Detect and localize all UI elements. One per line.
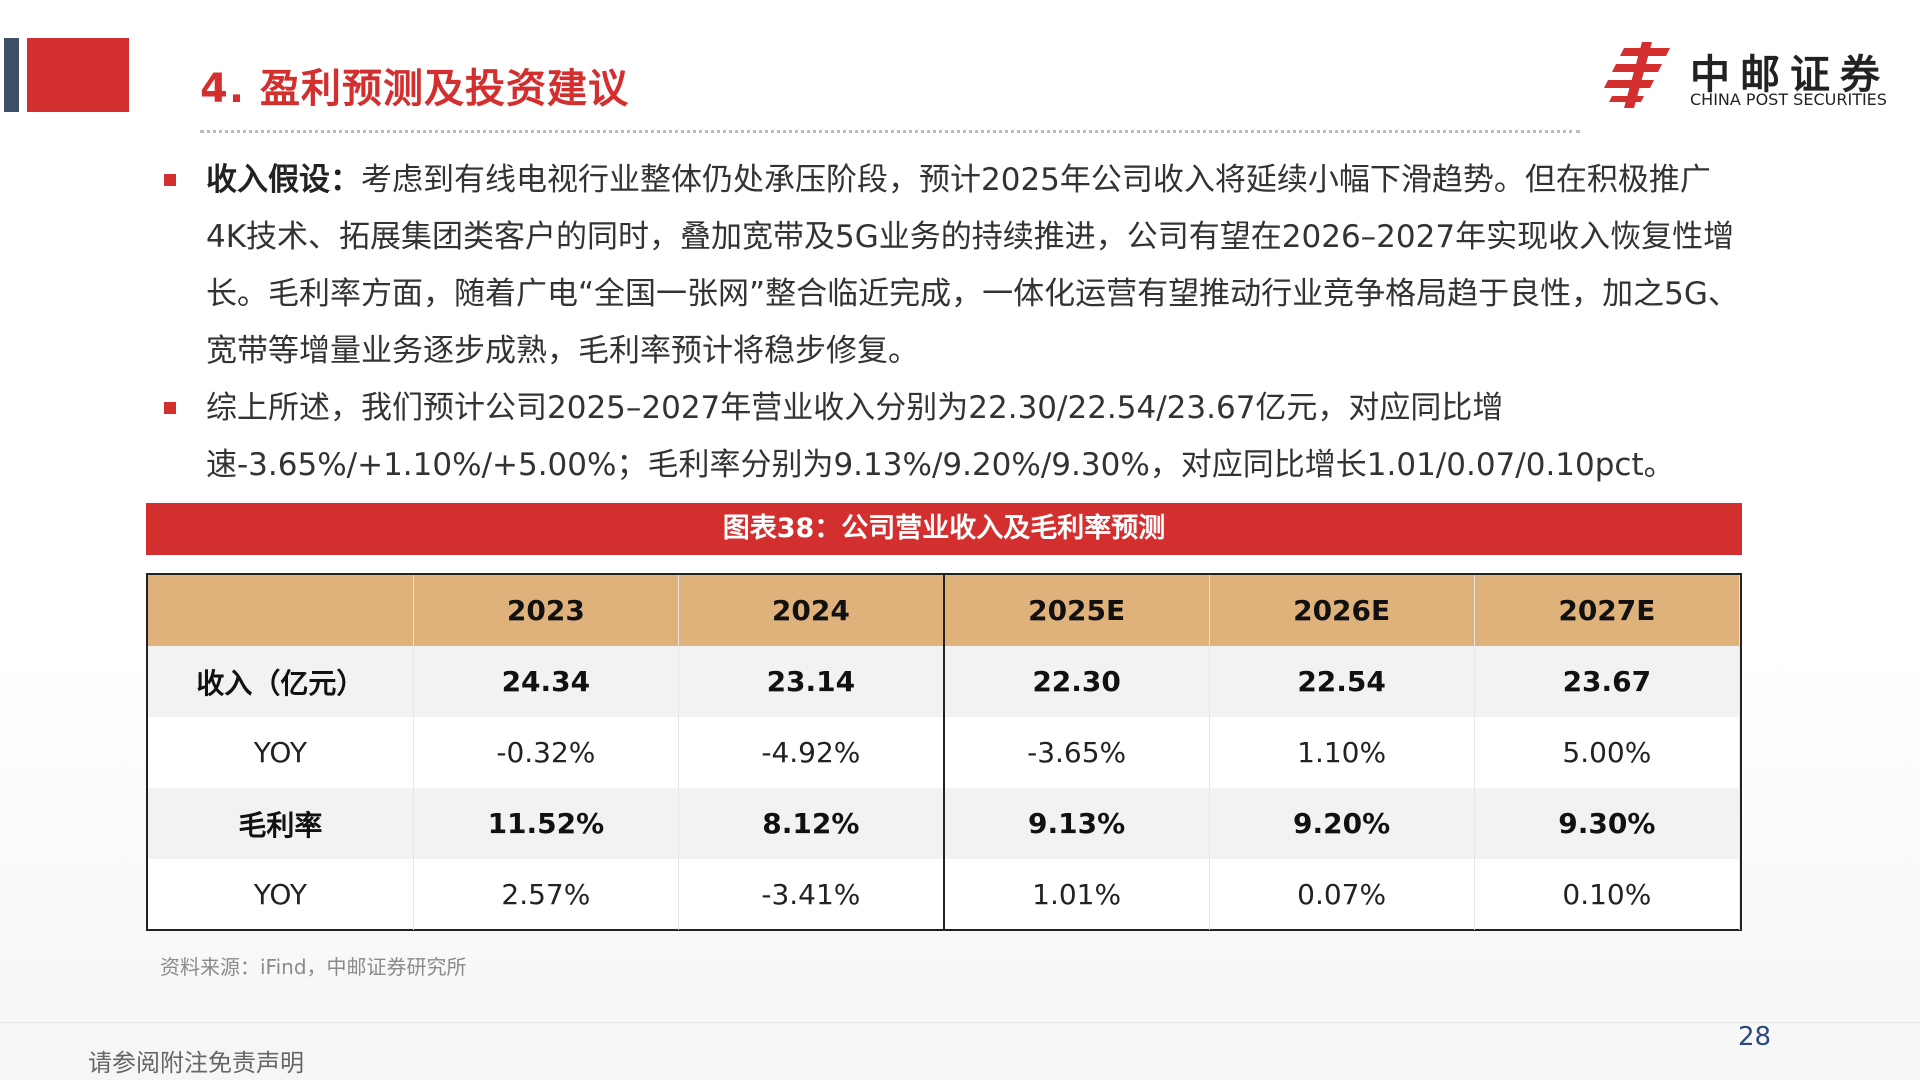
column-header: 2023 <box>413 575 680 646</box>
table-header-row: 2023 2024 2025E 2026E 2027E <box>148 575 1741 646</box>
bullet-lead: 收入假设： <box>206 162 361 198</box>
disclaimer-link[interactable]: 请参阅附注免责声明 <box>88 1049 304 1077</box>
logo-chinese-name: 中邮证券 <box>1690 52 1890 98</box>
column-header: 2027E <box>1474 575 1741 646</box>
column-header: 2024 <box>678 575 945 646</box>
header-accent-bar-dark <box>4 38 19 112</box>
table-row: YOY -0.32% -4.92% -3.65% 1.10% 5.00% <box>148 717 1741 788</box>
table-cell: 22.30 <box>943 646 1210 717</box>
header-accent-bar-red <box>27 38 129 112</box>
page-title: 4. 盈利预测及投资建议 <box>200 66 629 112</box>
table-cell: -4.92% <box>678 717 945 788</box>
table-cell: 24.34 <box>413 646 680 717</box>
page-number: 28 <box>1738 1022 1772 1052</box>
table-cell: -3.65% <box>943 717 1210 788</box>
bullet-list: 收入假设：考虑到有线电视行业整体仍处承压阶段，预计2025年公司收入将延续小幅下… <box>160 152 1740 494</box>
table-row: YOY 2.57% -3.41% 1.01% 0.07% 0.10% <box>148 859 1741 930</box>
table-row: 收入（亿元） 24.34 23.14 22.30 22.54 23.67 <box>148 646 1741 717</box>
table-cell: 0.07% <box>1209 859 1475 930</box>
table-cell: 23.14 <box>678 646 945 717</box>
table-cell: 1.10% <box>1209 717 1475 788</box>
row-label: 毛利率 <box>148 788 414 859</box>
row-label: YOY <box>148 717 414 788</box>
table-cell: 8.12% <box>678 788 945 859</box>
bullet-square-icon <box>164 174 176 186</box>
table-cell: 9.20% <box>1209 788 1475 859</box>
logo-english-name: CHINA POST SECURITIES <box>1690 90 1887 109</box>
bullet-text: 考虑到有线电视行业整体仍处承压阶段，预计2025年公司收入将延续小幅下滑趋势。但… <box>206 162 1739 369</box>
column-header: 2026E <box>1209 575 1475 646</box>
table-cell: 1.01% <box>943 859 1210 930</box>
row-label: YOY <box>148 859 414 930</box>
table-cell: 11.52% <box>413 788 680 859</box>
table-cell: 0.10% <box>1474 859 1741 930</box>
bullet-text: 综上所述，我们预计公司2025–2027年营业收入分别为22.30/22.54/… <box>206 390 1675 483</box>
forecast-table: 2023 2024 2025E 2026E 2027E 收入（亿元） 24.34… <box>146 573 1742 931</box>
table-cell: 2.57% <box>413 859 680 930</box>
row-label: 收入（亿元） <box>148 646 414 717</box>
table-cell: 9.30% <box>1474 788 1741 859</box>
table-cell: -0.32% <box>413 717 680 788</box>
footer-divider <box>0 1022 1920 1023</box>
table-cell: -3.41% <box>678 859 945 930</box>
bullet-square-icon <box>164 402 176 414</box>
company-logo: 中邮证券 CHINA POST SECURITIES <box>1604 40 1900 110</box>
table-cell: 9.13% <box>943 788 1210 859</box>
bullet-revenue-assumption: 收入假设：考虑到有线电视行业整体仍处承压阶段，预计2025年公司收入将延续小幅下… <box>160 152 1740 380</box>
bullet-summary: 综上所述，我们预计公司2025–2027年营业收入分别为22.30/22.54/… <box>160 380 1740 494</box>
column-header: 2025E <box>943 575 1210 646</box>
table-cell: 23.67 <box>1474 646 1741 717</box>
column-header <box>148 575 414 646</box>
source-note: 资料来源：iFind，中邮证券研究所 <box>160 955 467 979</box>
table-title: 图表38：公司营业收入及毛利率预测 <box>146 503 1742 555</box>
table-cell: 5.00% <box>1474 717 1741 788</box>
header-divider <box>200 130 1580 133</box>
china-post-logo-icon <box>1604 42 1670 108</box>
table-cell: 22.54 <box>1209 646 1475 717</box>
table-row: 毛利率 11.52% 8.12% 9.13% 9.20% 9.30% <box>148 788 1741 859</box>
